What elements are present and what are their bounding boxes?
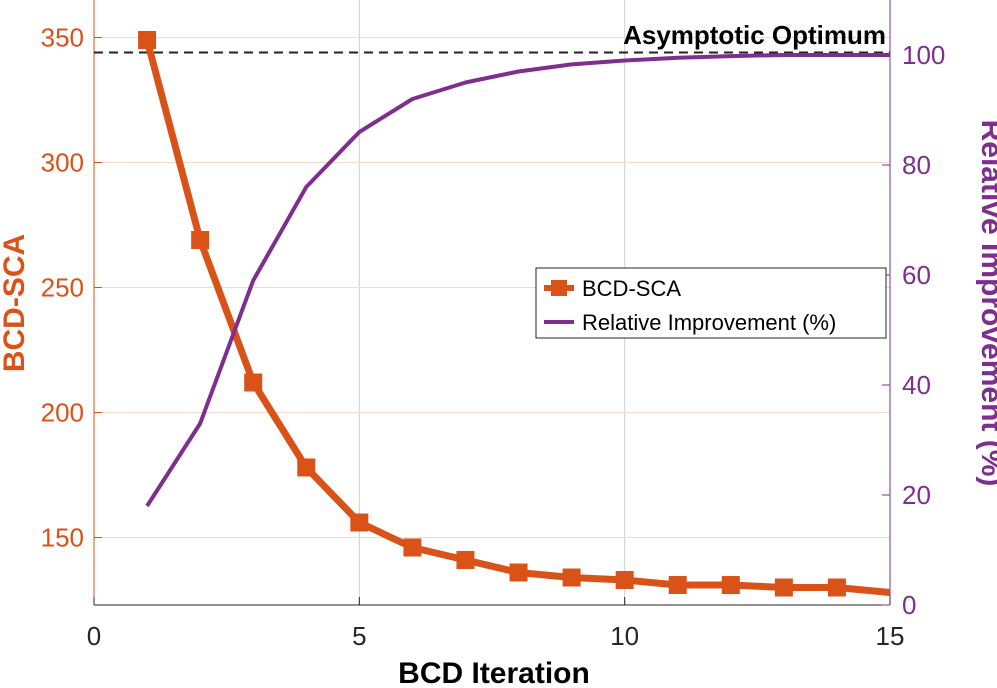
grid-layer	[93, 0, 891, 605]
data-point-bcd-sca-2	[191, 231, 210, 249]
series-layer	[94, 31, 891, 597]
x-tick-label-5: 5	[352, 621, 366, 651]
data-point-bcd-sca-7	[456, 551, 475, 569]
y-right-tick-label-80: 80	[902, 150, 931, 180]
x-tick-label-0: 0	[87, 621, 101, 651]
x-axis-title: BCD Iteration	[398, 657, 590, 688]
data-point-bcd-sca-5	[350, 513, 369, 532]
series-line-relative-improvement	[145, 53, 890, 508]
legend-marker-bcd-sca	[551, 280, 567, 296]
data-point-bcd-sca-14	[827, 578, 846, 597]
legend-label-bcd-sca: BCD-SCA	[582, 276, 681, 301]
data-point-bcd-sca-9	[562, 568, 581, 587]
data-point-bcd-sca-6	[403, 538, 422, 557]
labels-layer: BCD Iteration BCD-SCA Relative Improveme…	[0, 20, 997, 688]
x-tick-label-15: 15	[876, 621, 905, 651]
data-point-bcd-sca-10	[615, 571, 634, 589]
data-point-bcd-sca-4	[297, 458, 316, 477]
y-left-tick-label-150: 150	[41, 523, 84, 553]
legend-label-relative-improvement: Relative Improvement (%)	[582, 310, 836, 335]
data-point-bcd-sca-3	[244, 373, 263, 392]
y-right-tick-label-20: 20	[902, 480, 931, 510]
data-point-bcd-sca-12	[721, 576, 740, 594]
asymptotic-optimum-label: Asymptotic Optimum	[623, 20, 886, 50]
data-point-bcd-sca-8	[509, 563, 528, 582]
y-right-tick-label-0: 0	[902, 590, 916, 620]
y-left-tick-label-300: 300	[41, 148, 84, 178]
data-point-bcd-sca-11	[668, 576, 687, 594]
y-left-tick-label-250: 250	[41, 273, 84, 303]
y-right-tick-label-60: 60	[902, 260, 931, 290]
y-axis-right-title: Relative Improvement (%)	[975, 120, 997, 487]
axes-layer: 0 5 10 15 150 200 250 300 350 0 20 40 60 80 100	[41, 0, 945, 651]
y-left-tick-label-350: 350	[41, 23, 84, 53]
data-point-bcd-sca-1	[138, 31, 157, 49]
x-tick-label-10: 10	[610, 621, 639, 651]
legend: BCD-SCA Relative Improvement (%)	[535, 267, 887, 339]
legend-box	[535, 267, 887, 339]
y-axis-left-title: BCD-SCA	[0, 234, 31, 372]
data-point-bcd-sca-13	[774, 578, 793, 597]
y-right-tick-label-40: 40	[902, 370, 931, 400]
y-left-tick-label-200: 200	[41, 398, 84, 428]
y-right-tick-label-100: 100	[902, 40, 945, 70]
